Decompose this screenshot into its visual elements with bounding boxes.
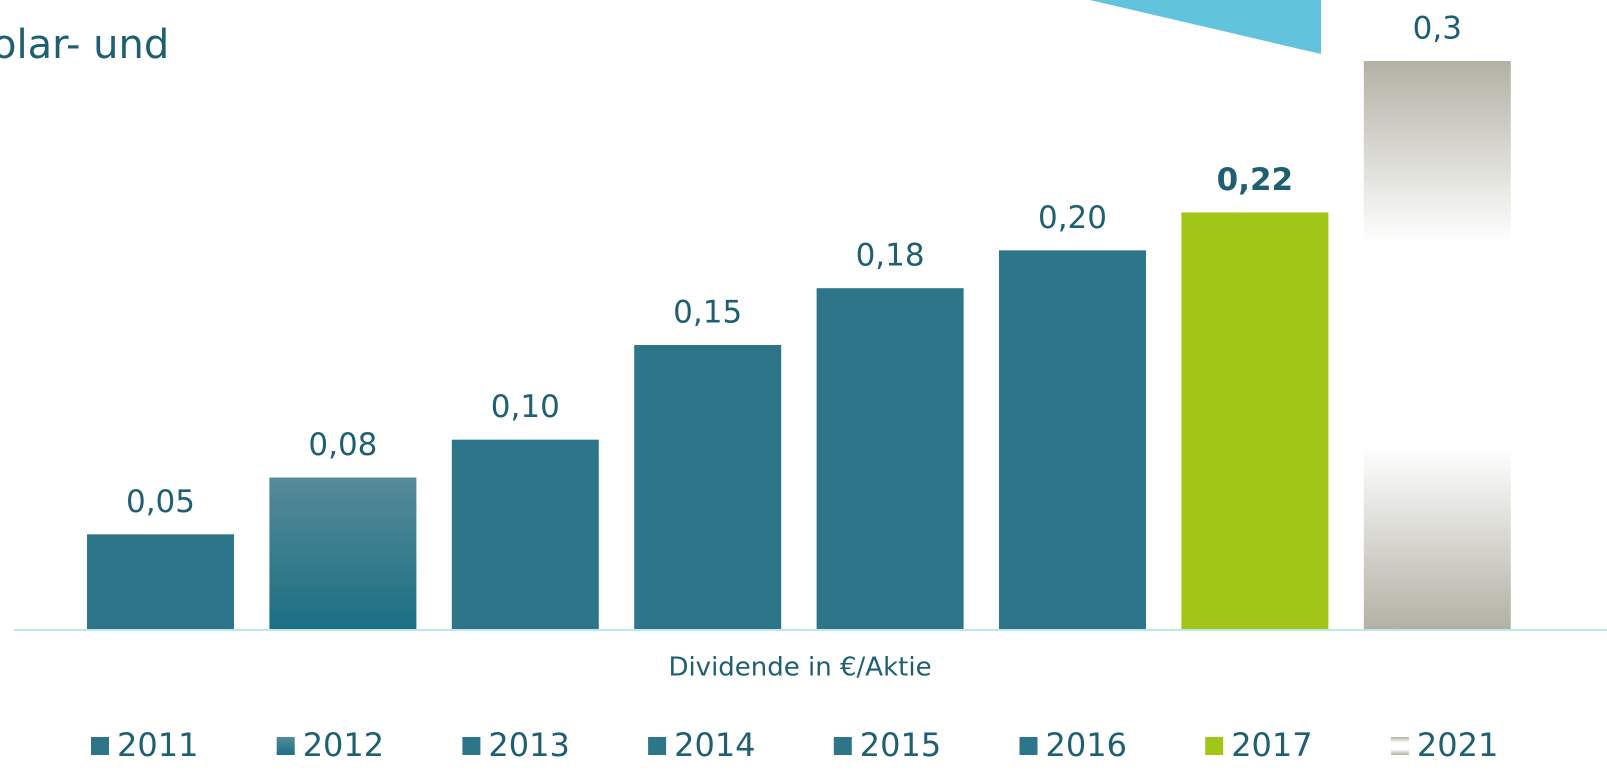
value-label: 0,3 — [1413, 11, 1462, 47]
bar — [451, 439, 599, 629]
bar — [816, 288, 964, 629]
legend-swatch — [91, 737, 109, 755]
legend-label: 2017 — [1231, 726, 1312, 764]
legend-label: 2015 — [860, 726, 941, 764]
value-label: 0,20 — [1038, 200, 1107, 236]
legend-swatch — [1390, 737, 1409, 755]
value-label: 0,22 — [1217, 162, 1294, 198]
legend-label: 2013 — [488, 726, 569, 764]
value-label: 0,18 — [856, 238, 925, 274]
bar — [269, 477, 417, 629]
bar — [1181, 212, 1329, 629]
legend-label: 2014 — [674, 726, 755, 764]
value-label: 0,05 — [126, 484, 195, 520]
bar — [634, 345, 782, 629]
bar — [87, 534, 234, 629]
legend-label: 2011 — [117, 726, 198, 764]
legend-swatch — [462, 737, 481, 755]
bar — [999, 250, 1146, 630]
value-label: 0,10 — [491, 389, 560, 425]
legend-swatch — [1019, 737, 1038, 755]
legend-label: 2016 — [1046, 726, 1127, 764]
legend-label: 2021 — [1417, 726, 1498, 764]
annotation: olar- und — [0, 22, 169, 68]
value-label: 0,15 — [673, 295, 742, 331]
legend-label: 2012 — [303, 726, 384, 764]
value-label: 0,08 — [308, 427, 377, 463]
legend-swatch — [648, 737, 667, 755]
decor-triangle — [1090, 0, 1321, 54]
x-axis-label: Dividende in €/Aktie — [668, 653, 931, 683]
legend-swatch — [1205, 737, 1224, 755]
bar — [1363, 61, 1511, 629]
legend-swatch — [276, 737, 295, 755]
legend-swatch — [833, 737, 852, 755]
